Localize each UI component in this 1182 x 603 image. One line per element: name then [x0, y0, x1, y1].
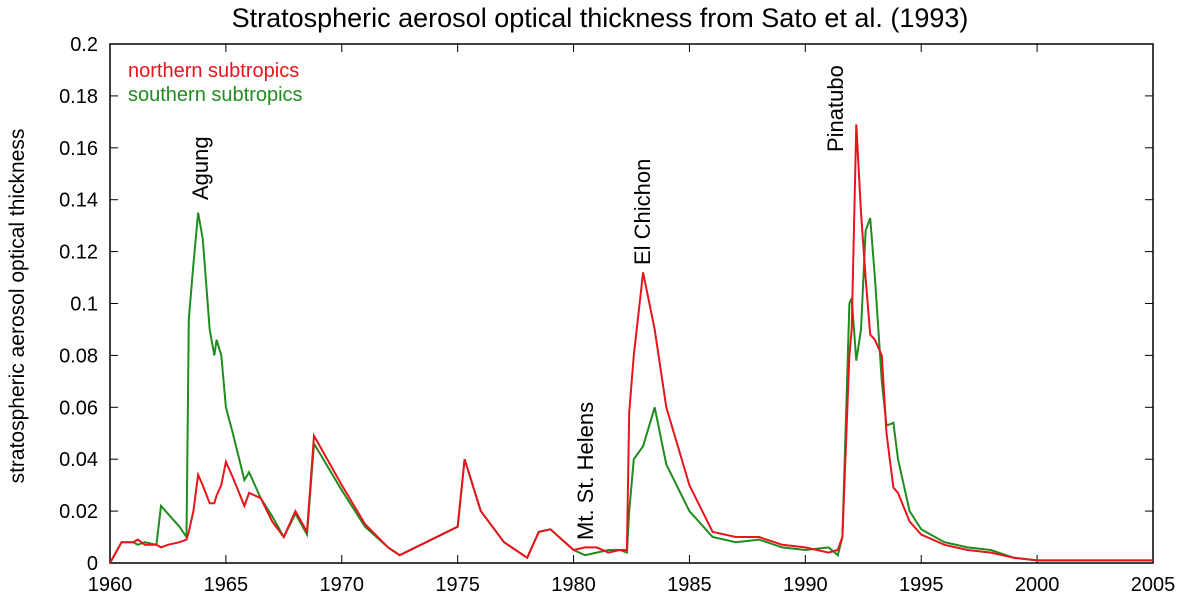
x-tick-label: 1965: [204, 574, 249, 596]
y-tick-label: 0: [87, 553, 98, 575]
y-tick-label: 0.18: [59, 86, 98, 108]
y-tick-label: 0.04: [59, 449, 98, 471]
y-tick-label: 0.12: [59, 242, 98, 264]
data-line: [109, 124, 1153, 564]
x-tick-label: 1990: [783, 574, 828, 596]
event-annotation: El Chichon: [630, 159, 655, 265]
y-tick-label: 0.08: [59, 345, 98, 367]
event-annotation: Mt. St. Helens: [573, 402, 598, 540]
chart-title: Stratospheric aerosol optical thickness …: [232, 3, 969, 33]
x-tick-label: 1995: [899, 574, 944, 596]
y-tick-label: 0.14: [59, 190, 98, 212]
y-tick-label: 0.16: [59, 138, 98, 160]
x-tick-label: 1980: [551, 574, 596, 596]
x-tick-label: 1960: [88, 574, 133, 596]
event-annotation: Pinatubo: [823, 65, 848, 152]
y-tick-label: 0.2: [70, 34, 98, 56]
x-tick-label: 2005: [1131, 574, 1176, 596]
x-tick-label: 1970: [320, 574, 365, 596]
legend-entry: northern subtropics: [128, 60, 299, 82]
x-tick-label: 1985: [667, 574, 712, 596]
x-tick-label: 2000: [1015, 574, 1060, 596]
x-tick-label: 1975: [435, 574, 480, 596]
legend-entry: southern subtropics: [128, 84, 303, 106]
event-annotation: Agung: [188, 136, 213, 200]
y-axis-label: stratospheric aerosol optical thickness: [6, 129, 29, 484]
y-tick-label: 0.06: [59, 397, 98, 419]
y-tick-label: 0.02: [59, 501, 98, 523]
y-tick-label: 0.1: [70, 294, 98, 316]
